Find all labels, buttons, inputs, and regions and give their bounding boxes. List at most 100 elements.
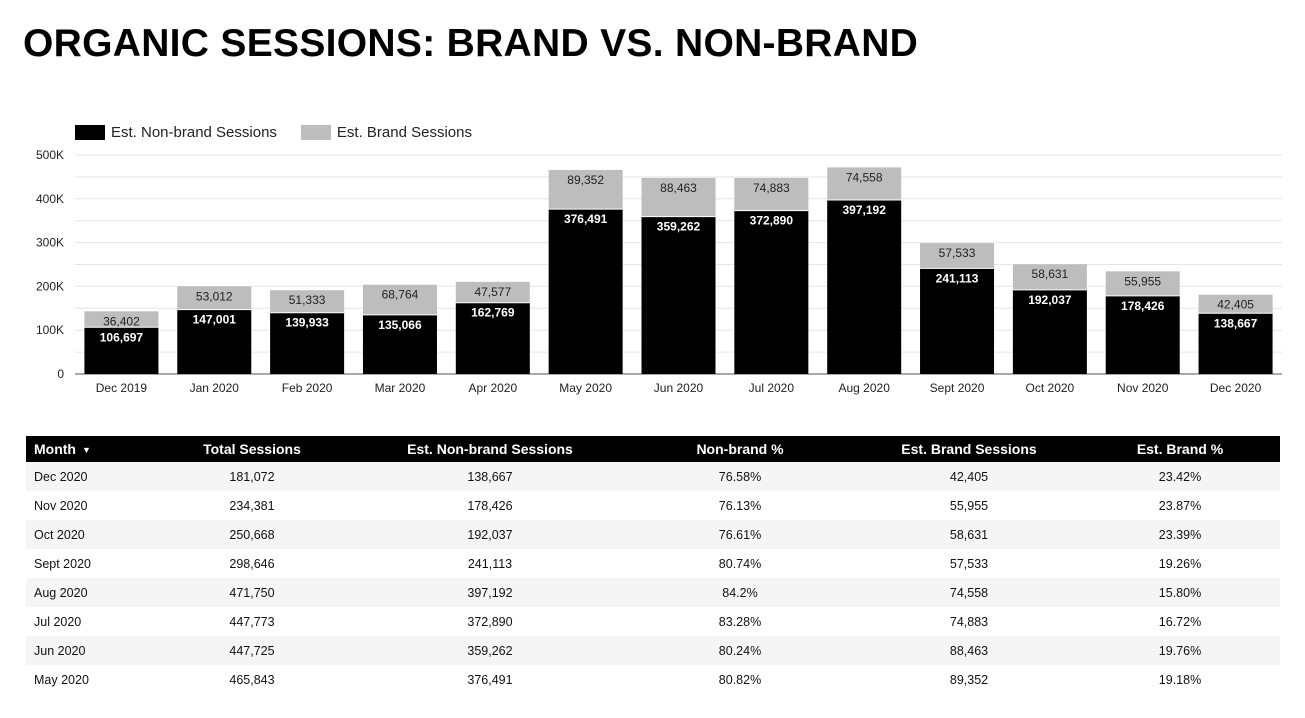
data-label-nonbrand: 192,037 bbox=[1028, 293, 1072, 307]
column-header-brand-pct[interactable]: Est. Brand % bbox=[1080, 436, 1280, 462]
cell-nonbrand-pct: 80.82% bbox=[622, 665, 858, 694]
data-label-nonbrand: 106,697 bbox=[100, 330, 144, 344]
table-row[interactable]: Oct 2020 250,668 192,037 76.61% 58,631 23.39% bbox=[26, 520, 1280, 549]
cell-brand-pct: 19.26% bbox=[1080, 549, 1280, 578]
cell-month: Jul 2020 bbox=[26, 607, 146, 636]
sessions-table: Month ▼ Total Sessions Est. Non-brand Ses… bbox=[26, 436, 1280, 694]
bar-brand bbox=[1012, 264, 1087, 290]
cell-total-sessions: 447,725 bbox=[146, 636, 358, 665]
cell-brand-pct: 23.42% bbox=[1080, 462, 1280, 491]
bar-brand bbox=[1198, 294, 1273, 314]
cell-nonbrand-sessions: 376,491 bbox=[358, 665, 622, 694]
data-label-brand: 57,533 bbox=[939, 246, 976, 260]
cell-nonbrand-sessions: 138,667 bbox=[358, 462, 622, 491]
bar-nonbrand bbox=[1105, 295, 1180, 374]
cell-nonbrand-pct: 80.24% bbox=[622, 636, 858, 665]
cell-brand-pct: 19.18% bbox=[1080, 665, 1280, 694]
data-label-brand: 53,012 bbox=[196, 289, 233, 303]
x-tick-label: Mar 2020 bbox=[375, 381, 426, 395]
legend-item-nonbrand[interactable]: Est. Non-brand Sessions bbox=[75, 124, 277, 141]
column-header-nonbrand-sessions[interactable]: Est. Non-brand Sessions bbox=[358, 436, 622, 462]
sort-desc-icon[interactable]: ▼ bbox=[81, 445, 91, 456]
x-tick-label: Dec 2020 bbox=[1210, 381, 1262, 395]
cell-brand-pct: 23.39% bbox=[1080, 520, 1280, 549]
data-label-brand: 74,558 bbox=[846, 170, 883, 184]
bar-nonbrand bbox=[920, 268, 995, 374]
table-row[interactable]: May 2020 465,843 376,491 80.82% 89,352 19.18% bbox=[26, 665, 1280, 694]
column-header-nonbrand-pct[interactable]: Non-brand % bbox=[622, 436, 858, 462]
table-row[interactable]: Nov 2020 234,381 178,426 76.13% 55,955 23.87% bbox=[26, 491, 1280, 520]
cell-total-sessions: 181,072 bbox=[146, 462, 358, 491]
x-tick-label: Jun 2020 bbox=[654, 381, 704, 395]
cell-total-sessions: 471,750 bbox=[146, 578, 358, 607]
data-label-nonbrand: 241,113 bbox=[936, 271, 979, 285]
cell-nonbrand-pct: 76.58% bbox=[622, 462, 858, 491]
cell-brand-pct: 19.76% bbox=[1080, 636, 1280, 665]
data-label-nonbrand: 397,192 bbox=[842, 203, 886, 217]
column-header-total-sessions[interactable]: Total Sessions bbox=[146, 436, 358, 462]
cell-brand-sessions: 58,631 bbox=[858, 520, 1080, 549]
x-tick-label: Aug 2020 bbox=[838, 381, 890, 395]
table-row[interactable]: Dec 2020 181,072 138,667 76.58% 42,405 23.42% bbox=[26, 462, 1280, 491]
x-tick-label: May 2020 bbox=[559, 381, 612, 395]
bar-nonbrand bbox=[177, 309, 252, 374]
cell-month: Jun 2020 bbox=[26, 636, 146, 665]
data-label-brand: 58,631 bbox=[1032, 267, 1069, 281]
cell-nonbrand-sessions: 359,262 bbox=[358, 636, 622, 665]
data-label-brand: 68,764 bbox=[382, 288, 419, 302]
x-tick-label: Dec 2019 bbox=[96, 381, 148, 395]
data-label-nonbrand: 178,426 bbox=[1121, 299, 1165, 313]
column-header-month-label: Month bbox=[34, 441, 76, 457]
bar-brand bbox=[362, 284, 437, 315]
data-label-brand: 36,402 bbox=[103, 314, 140, 328]
cell-month: Aug 2020 bbox=[26, 578, 146, 607]
cell-brand-pct: 23.87% bbox=[1080, 491, 1280, 520]
bar-brand bbox=[270, 290, 345, 313]
cell-month: Sept 2020 bbox=[26, 549, 146, 578]
table-row[interactable]: Jun 2020 447,725 359,262 80.24% 88,463 19.76% bbox=[26, 636, 1280, 665]
x-tick-label: Sept 2020 bbox=[930, 381, 985, 395]
bar-nonbrand bbox=[827, 200, 902, 374]
cell-month: Nov 2020 bbox=[26, 491, 146, 520]
column-header-month[interactable]: Month ▼ bbox=[26, 436, 146, 462]
x-tick-label: Feb 2020 bbox=[282, 381, 333, 395]
data-label-brand: 74,883 bbox=[753, 181, 790, 195]
cell-brand-sessions: 57,533 bbox=[858, 549, 1080, 578]
y-tick-label: 300K bbox=[36, 236, 64, 250]
cell-brand-sessions: 55,955 bbox=[858, 491, 1080, 520]
y-tick-label: 0 bbox=[57, 367, 64, 381]
table-row[interactable]: Jul 2020 447,773 372,890 83.28% 74,883 16.72% bbox=[26, 607, 1280, 636]
cell-nonbrand-sessions: 178,426 bbox=[358, 491, 622, 520]
data-label-nonbrand: 139,933 bbox=[285, 316, 329, 330]
column-header-brand-sessions[interactable]: Est. Brand Sessions bbox=[858, 436, 1080, 462]
bar-brand bbox=[548, 169, 623, 210]
bar-brand bbox=[827, 167, 902, 201]
bar-nonbrand bbox=[641, 216, 716, 374]
y-tick-label: 200K bbox=[36, 279, 64, 293]
bar-nonbrand bbox=[362, 314, 437, 374]
table-row[interactable]: Sept 2020 298,646 241,113 80.74% 57,533 19.26… bbox=[26, 549, 1280, 578]
bar-brand bbox=[734, 177, 809, 211]
cell-brand-sessions: 88,463 bbox=[858, 636, 1080, 665]
table-row[interactable]: Aug 2020 471,750 397,192 84.2% 74,558 15.80% bbox=[26, 578, 1280, 607]
cell-total-sessions: 250,668 bbox=[146, 520, 358, 549]
cell-brand-sessions: 42,405 bbox=[858, 462, 1080, 491]
data-label-nonbrand: 135,066 bbox=[378, 318, 422, 332]
x-tick-label: Apr 2020 bbox=[468, 381, 517, 395]
bar-nonbrand bbox=[270, 312, 345, 374]
legend-item-brand[interactable]: Est. Brand Sessions bbox=[300, 124, 472, 141]
bar-brand bbox=[84, 311, 159, 328]
cell-nonbrand-pct: 83.28% bbox=[622, 607, 858, 636]
x-tick-label: Jul 2020 bbox=[749, 381, 795, 395]
cell-brand-pct: 15.80% bbox=[1080, 578, 1280, 607]
legend-swatch-brand bbox=[300, 125, 331, 140]
data-label-nonbrand: 376,491 bbox=[564, 212, 608, 226]
cell-brand-sessions: 74,883 bbox=[858, 607, 1080, 636]
bar-brand bbox=[455, 281, 530, 303]
cell-month: May 2020 bbox=[26, 665, 146, 694]
bar-nonbrand bbox=[734, 210, 809, 374]
cell-nonbrand-sessions: 192,037 bbox=[358, 520, 622, 549]
cell-nonbrand-sessions: 241,113 bbox=[358, 549, 622, 578]
cell-nonbrand-sessions: 397,192 bbox=[358, 578, 622, 607]
bar-brand bbox=[641, 177, 716, 217]
